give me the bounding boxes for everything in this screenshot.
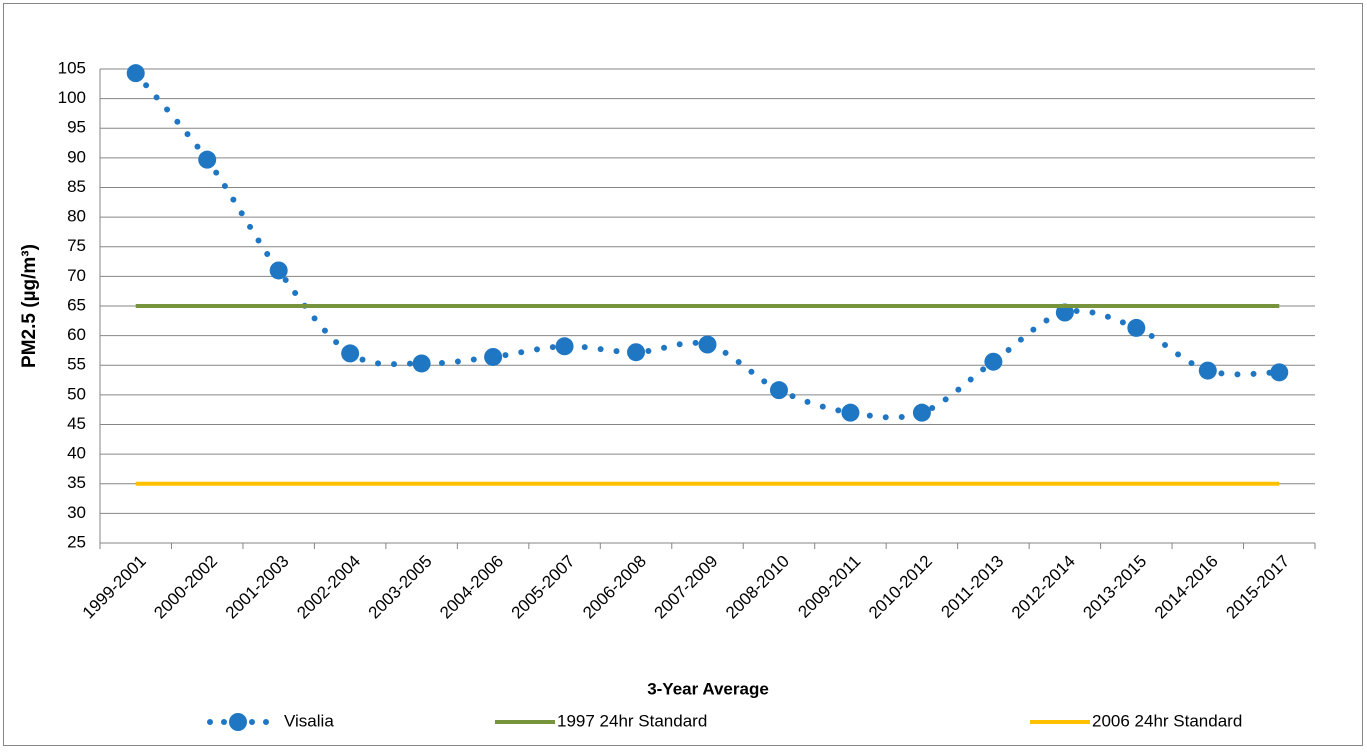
- data-point: [412, 354, 431, 373]
- data-point: [1198, 361, 1217, 380]
- data-point: [1055, 303, 1074, 322]
- data-point: [769, 381, 788, 400]
- y-tick-label: 85: [67, 177, 86, 196]
- data-point: [841, 403, 860, 422]
- y-tick-label: 30: [67, 503, 86, 522]
- y-tick-label: 100: [58, 88, 86, 107]
- legend-label: 2006 24hr Standard: [1092, 711, 1242, 730]
- data-point: [912, 403, 931, 422]
- y-axis-title: PM2.5 (µg/m³): [19, 244, 40, 368]
- y-tick-label: 95: [67, 118, 86, 137]
- data-point: [698, 335, 717, 354]
- x-axis-title: 3-Year Average: [647, 679, 769, 698]
- y-tick-label: 90: [67, 147, 86, 166]
- y-tick-label: 40: [67, 444, 86, 463]
- chart-frame: [3, 3, 1363, 746]
- data-point: [126, 64, 145, 83]
- legend-symbol: [221, 719, 227, 725]
- data-point: [1127, 318, 1146, 337]
- y-tick-label: 60: [67, 325, 86, 344]
- y-tick-label: 70: [67, 266, 86, 285]
- y-tick-label: 45: [67, 414, 86, 433]
- legend-symbol: [207, 719, 213, 725]
- legend-symbol: [263, 719, 269, 725]
- data-point: [484, 347, 503, 366]
- y-tick-label: 50: [67, 384, 86, 403]
- legend-symbol: [229, 713, 247, 731]
- y-tick-label: 25: [67, 532, 86, 551]
- y-tick-label: 55: [67, 355, 86, 374]
- data-point: [1270, 363, 1289, 382]
- data-point: [627, 343, 646, 362]
- y-tick-label: 75: [67, 236, 86, 255]
- legend-label: 1997 24hr Standard: [557, 711, 707, 730]
- data-point: [984, 352, 1003, 371]
- data-point: [341, 344, 360, 363]
- data-point: [198, 150, 217, 169]
- series-line: [132, 70, 1283, 421]
- legend-symbol: [249, 719, 255, 725]
- y-tick-label: 35: [67, 473, 86, 492]
- legend-label: Visalia: [284, 711, 334, 730]
- data-point: [269, 261, 288, 280]
- y-tick-label: 80: [67, 207, 86, 226]
- data-point: [555, 337, 574, 356]
- y-tick-label: 65: [67, 295, 86, 314]
- y-tick-label: 105: [58, 58, 86, 77]
